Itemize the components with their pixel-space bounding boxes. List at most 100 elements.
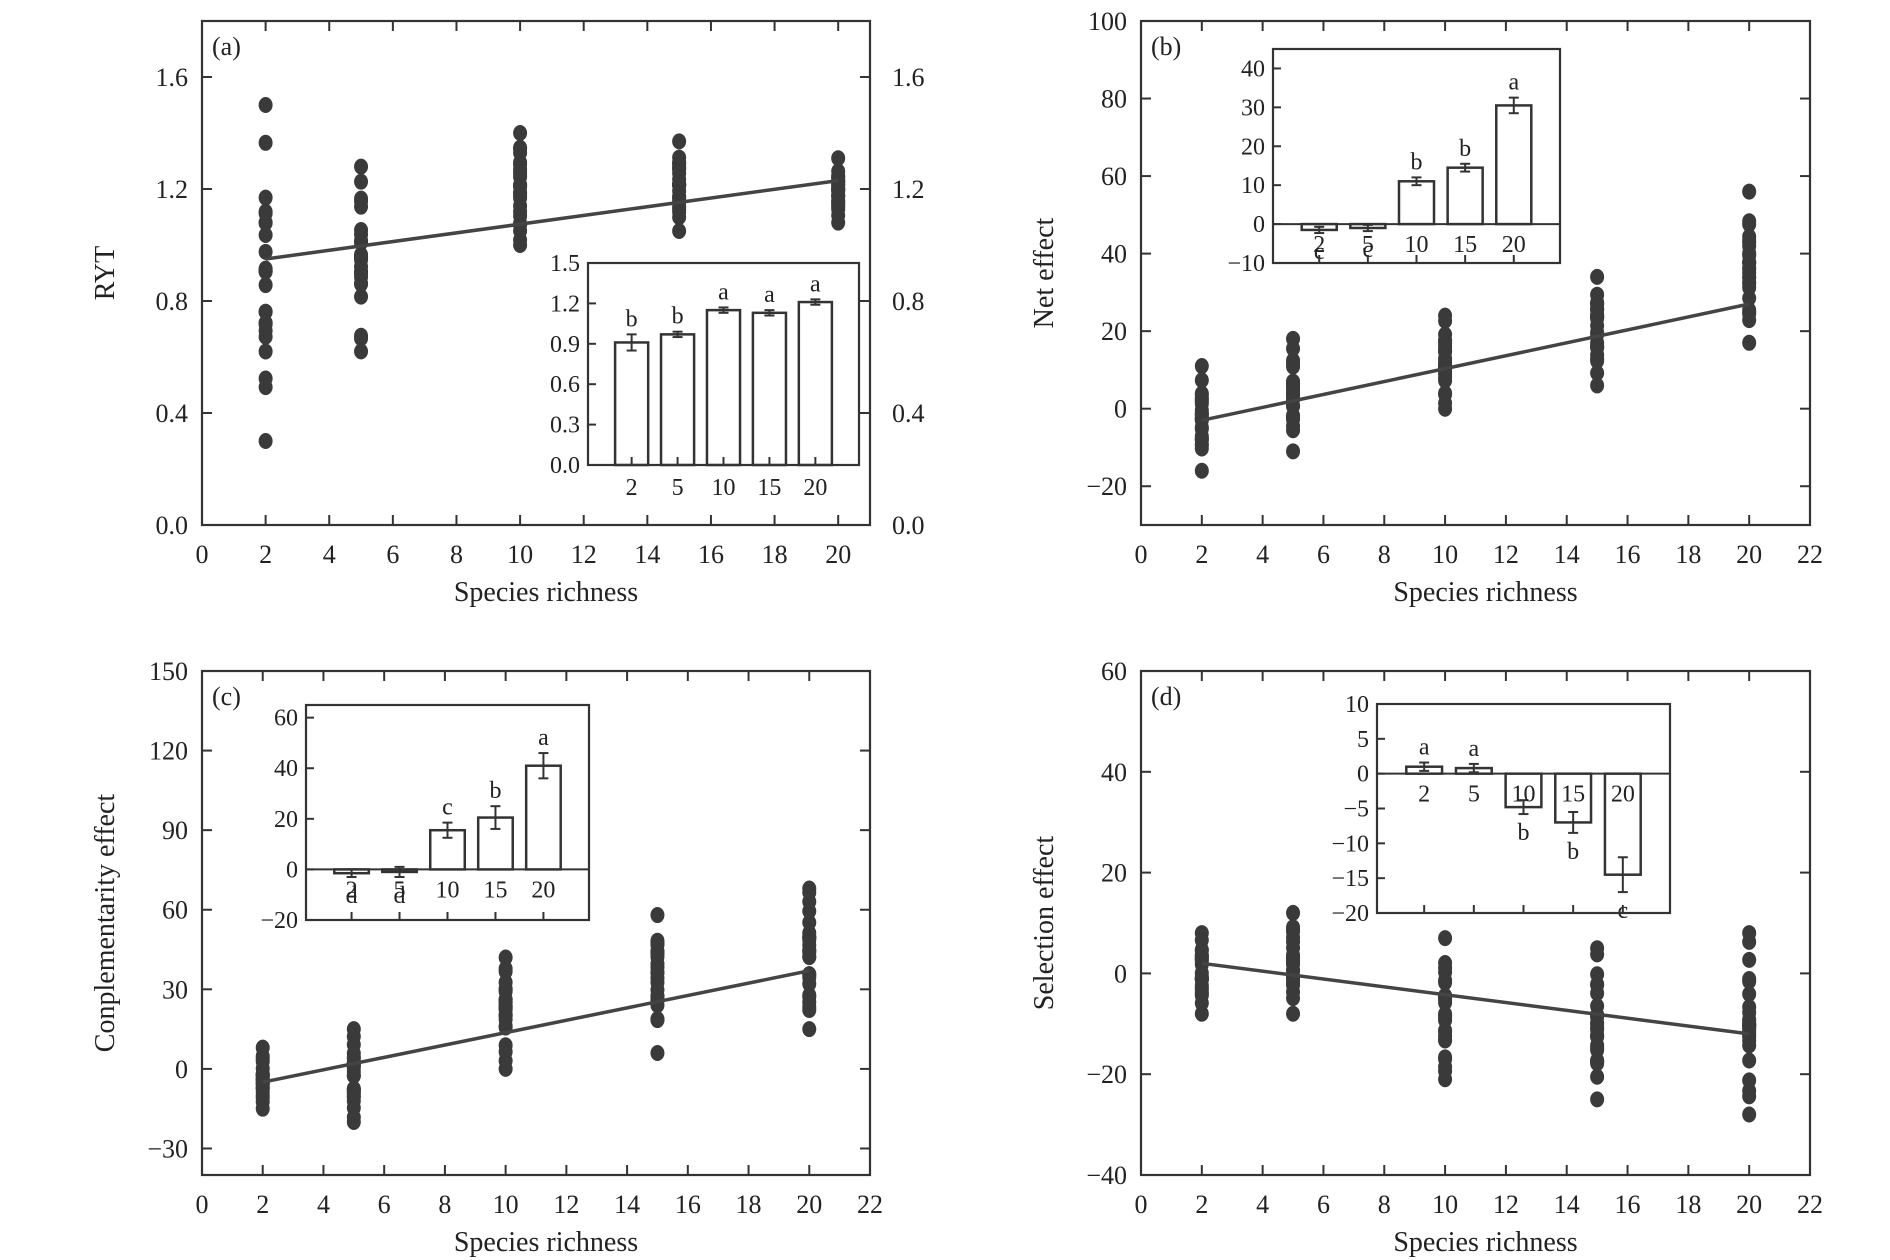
x-axis-title: Species richness xyxy=(1393,1227,1577,1258)
data-point xyxy=(1590,1039,1605,1056)
inset-frame xyxy=(1271,47,1562,265)
data-point xyxy=(258,328,273,345)
y-tick-label-right: 1.2 xyxy=(892,175,925,204)
inset-y-tick-label: 1.5 xyxy=(550,251,580,277)
inset-y-tick-label: −15 xyxy=(1331,866,1369,892)
y-axis-title: Net effect xyxy=(1029,217,1060,328)
inset-significance-letter: d xyxy=(346,883,358,909)
point-column xyxy=(498,949,513,1077)
x-tick-label: 16 xyxy=(675,1190,701,1219)
data-point xyxy=(1590,365,1605,382)
panel-label: (a) xyxy=(212,32,241,61)
x-tick-label: 4 xyxy=(1256,1190,1269,1219)
y-tick-label-right: 0.8 xyxy=(892,287,925,316)
data-point xyxy=(1286,443,1301,460)
x-tick-label: 22 xyxy=(1797,540,1823,569)
inset-bar xyxy=(705,308,742,467)
x-tick-label: 12 xyxy=(1493,1190,1519,1219)
x-tick-label: 20 xyxy=(1736,1190,1762,1219)
inset-y-tick-label: 60 xyxy=(274,706,298,732)
data-point xyxy=(258,203,273,220)
x-tick-label: 2 xyxy=(1195,1190,1208,1219)
plot-frame xyxy=(1139,669,1812,1177)
data-point xyxy=(672,177,687,194)
inset-x-tick-label: 20 xyxy=(1502,232,1526,258)
data-point xyxy=(258,189,273,206)
data-point xyxy=(1742,216,1757,233)
data-point xyxy=(1742,232,1757,249)
data-point xyxy=(1742,1016,1757,1033)
x-tick-label: 20 xyxy=(825,540,851,569)
data-point xyxy=(831,201,846,218)
inset-bar xyxy=(751,311,788,467)
inset-y-tick-label: −5 xyxy=(1343,797,1369,823)
inset-bar xyxy=(1554,772,1593,824)
y-tick-label: 30 xyxy=(162,975,188,1004)
x-tick-label: 10 xyxy=(1432,540,1458,569)
data-point xyxy=(1590,338,1605,355)
data-point xyxy=(1194,462,1209,479)
data-point xyxy=(802,931,817,948)
y-axis-title: RYT xyxy=(90,246,121,300)
y-axis-title: Conplementarity effect xyxy=(90,794,121,1053)
x-tick-label: 0 xyxy=(1135,540,1148,569)
inset-x-tick-label: 20 xyxy=(1611,782,1635,808)
x-tick-label: 8 xyxy=(450,540,463,569)
data-point xyxy=(802,880,817,897)
data-point xyxy=(1194,968,1209,985)
data-point xyxy=(346,1036,361,1053)
inset-y-tick-label: 10 xyxy=(1241,173,1265,199)
inset-x-tick-label: 5 xyxy=(1468,782,1480,808)
data-point xyxy=(258,433,273,449)
data-point xyxy=(1438,1049,1453,1066)
inset-y-tick-label: 0 xyxy=(286,857,298,883)
y-tick-label: 60 xyxy=(1101,162,1127,191)
inset-bar xyxy=(1397,180,1436,226)
panel-label: (c) xyxy=(212,682,241,711)
panel-label: (d) xyxy=(1151,682,1181,711)
plot-frame xyxy=(1139,19,1812,527)
data-point xyxy=(1590,286,1605,303)
inset-y-tick-label: 0.0 xyxy=(550,453,580,479)
data-point xyxy=(1590,310,1605,327)
inset-chart: 0.0 0.3 0.6 0.9 1.2 1.5 b 2 b 5 a 10 a 15 a 20 xyxy=(550,251,861,501)
inset-significance-letter: c xyxy=(1314,239,1325,265)
data-point xyxy=(498,974,513,991)
inset-y-tick-label: 0.6 xyxy=(550,372,580,398)
x-tick-label: 8 xyxy=(1378,1190,1391,1219)
y-tick-label: 90 xyxy=(162,816,188,845)
y-tick-label: 0.4 xyxy=(156,399,189,428)
data-point xyxy=(258,134,273,151)
data-point xyxy=(1590,940,1605,957)
inset-significance-letter: b xyxy=(672,304,684,330)
data-point xyxy=(1194,358,1209,375)
y-tick-label: 60 xyxy=(1101,657,1127,686)
data-point xyxy=(258,277,273,294)
data-point xyxy=(498,949,513,966)
inset-significance-letter: a xyxy=(764,282,775,308)
inset-y-tick-label: 5 xyxy=(1357,727,1369,753)
inset-x-tick-label: 5 xyxy=(1362,232,1374,258)
data-point xyxy=(1286,380,1301,397)
inset-y-tick-label: 40 xyxy=(1241,56,1265,82)
x-tick-label: 12 xyxy=(571,540,597,569)
point-column xyxy=(650,907,665,1061)
inset-bar xyxy=(1446,166,1484,226)
x-tick-label: 10 xyxy=(493,1190,519,1219)
inset-x-tick-label: 20 xyxy=(531,877,555,903)
data-point xyxy=(1286,948,1301,965)
inset-x-tick-label: 15 xyxy=(1561,782,1585,808)
y-tick-label: 150 xyxy=(149,657,188,686)
panel-2: 0 2 4 6 8 10 12 14 16 18 20 22−300306090120150Speci… xyxy=(90,657,883,1258)
data-point xyxy=(1590,985,1605,1002)
data-point xyxy=(346,1021,361,1038)
data-point xyxy=(1742,985,1757,1002)
data-point xyxy=(1590,377,1605,394)
inset-y-tick-label: 1.2 xyxy=(550,291,580,317)
data-point xyxy=(513,144,528,161)
data-point xyxy=(1742,951,1757,968)
data-point xyxy=(255,1039,270,1056)
x-tick-label: 6 xyxy=(378,1190,391,1219)
